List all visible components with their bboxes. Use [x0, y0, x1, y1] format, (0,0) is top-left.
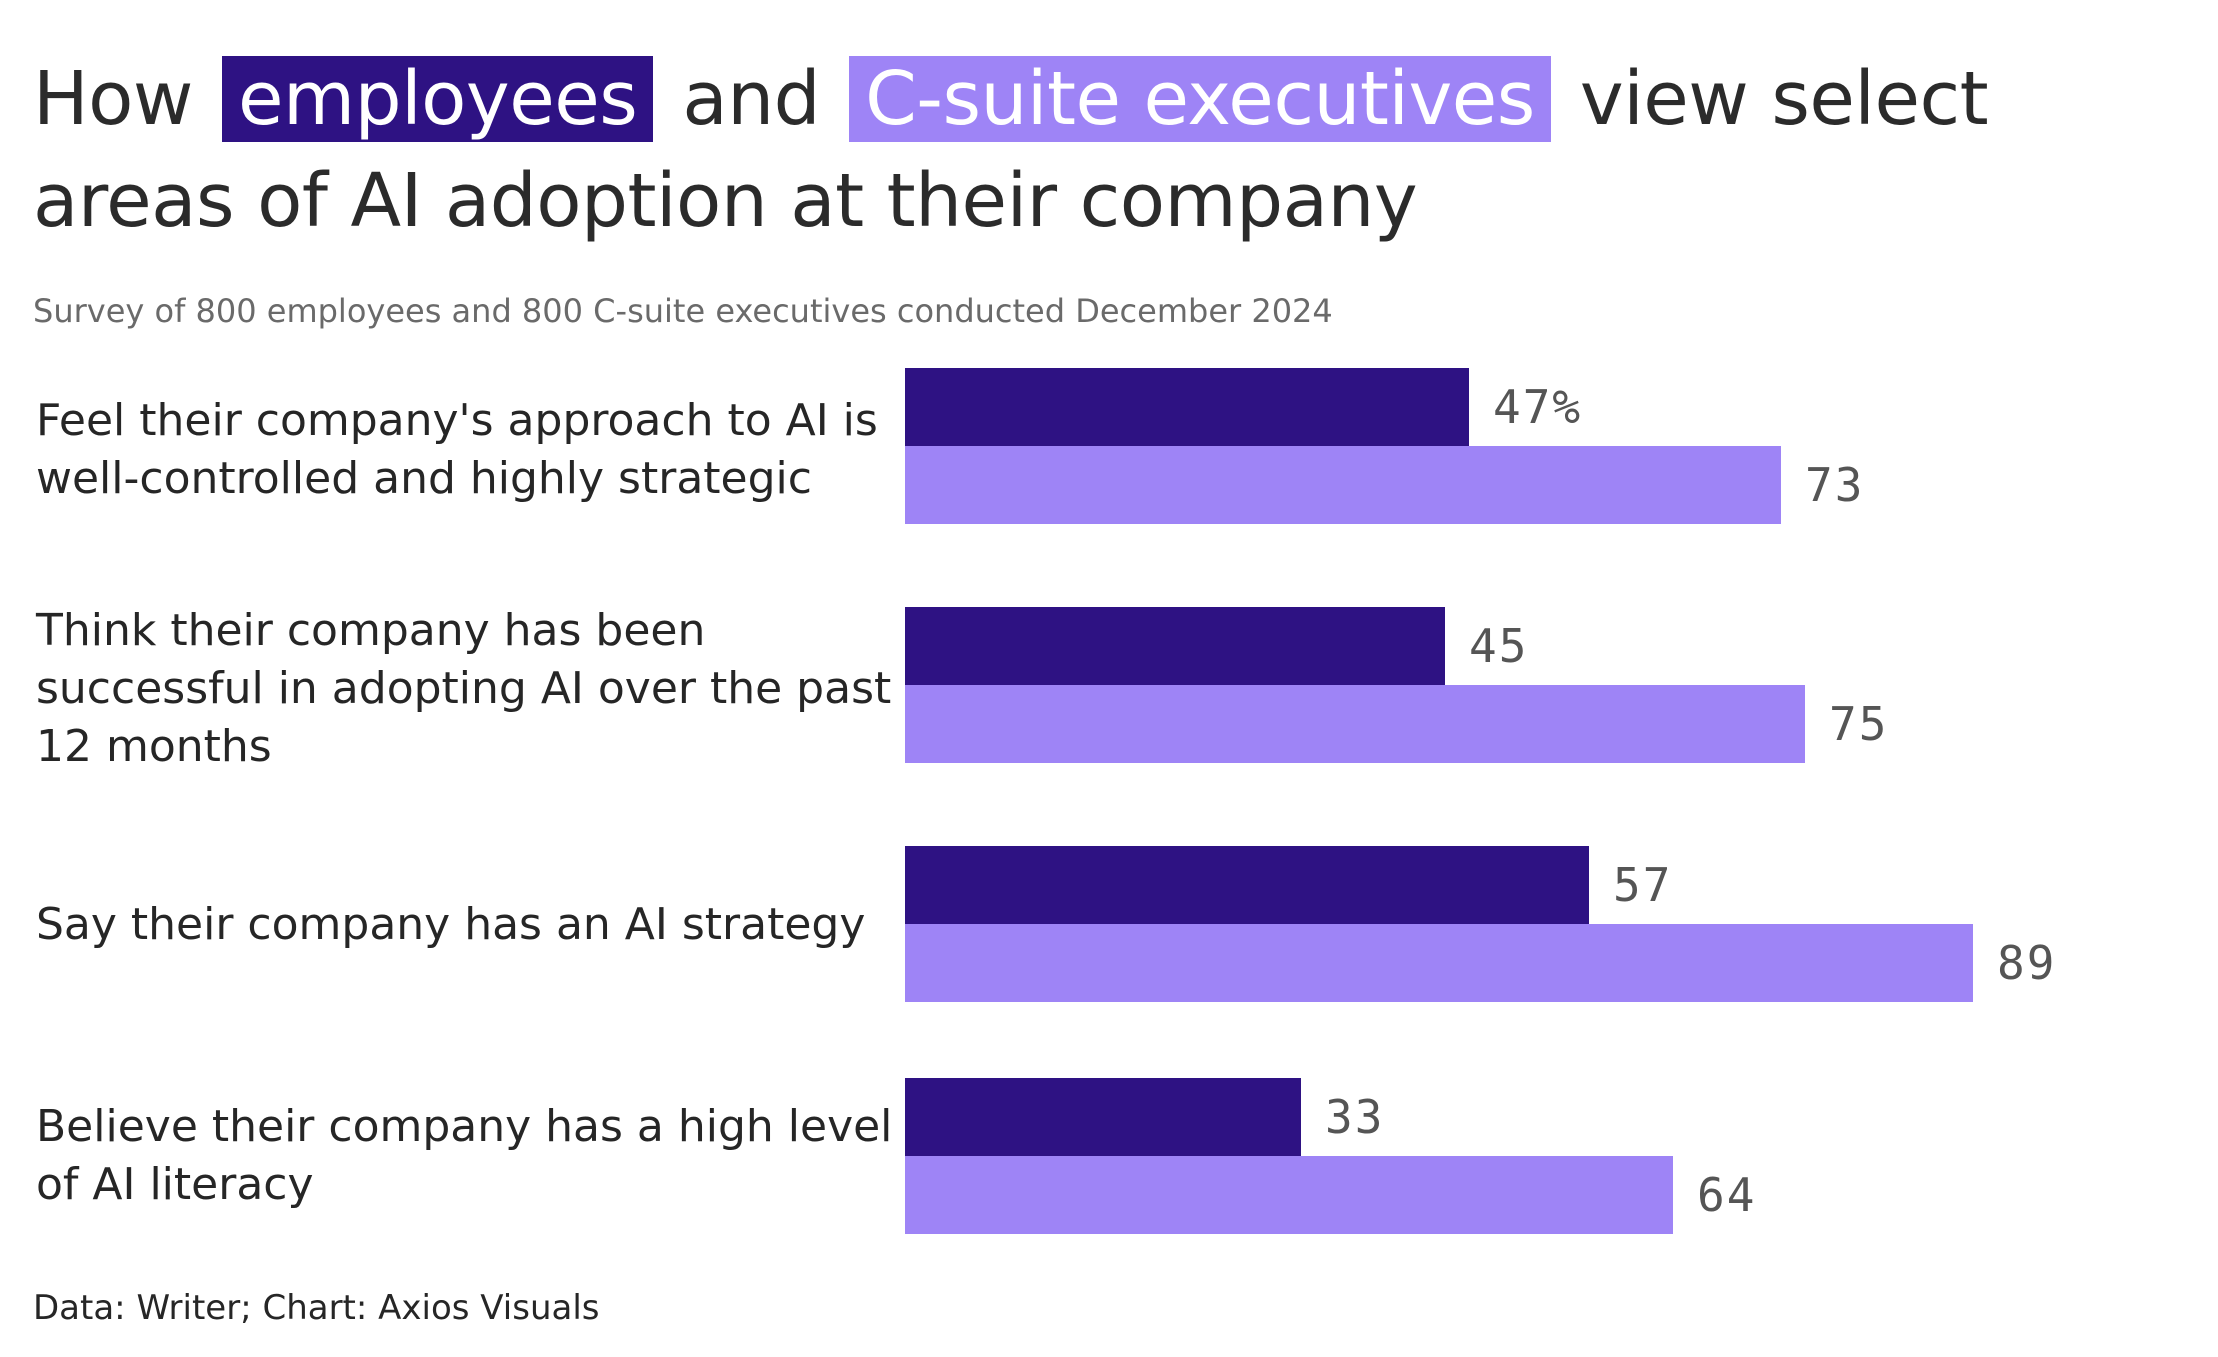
employees-value-label-1: 47% — [1493, 380, 1582, 434]
csuite-value-label-4: 64 — [1697, 1168, 1756, 1222]
employees-value-label-4: 33 — [1325, 1090, 1384, 1144]
title-prefix: How — [33, 56, 193, 142]
csuite-value-label-1: 73 — [1805, 458, 1864, 512]
category-label-3: Say their company has an AI strategy — [36, 899, 866, 950]
chart-source: Data: Writer; Chart: Axios Visuals — [33, 1288, 600, 1328]
csuite-bar-1 — [905, 446, 1781, 524]
employees-value-label-2: 45 — [1469, 619, 1528, 673]
csuite-bar-3 — [905, 924, 1973, 1002]
employees-value-label-3: 57 — [1613, 858, 1672, 912]
title-connector: and — [682, 56, 821, 142]
chart-title: How employees and C-suite executives vie… — [33, 48, 2183, 252]
category-label-2: Think their company has been successful … — [36, 605, 892, 772]
employees-bar-3 — [905, 846, 1589, 924]
title-employees-highlight: employees — [221, 56, 654, 142]
csuite-value-label-2: 75 — [1829, 697, 1888, 751]
chart-subtitle: Survey of 800 employees and 800 C-suite … — [33, 292, 1333, 330]
employees-bar-1 — [905, 368, 1469, 446]
employees-bar-2 — [905, 607, 1445, 685]
category-label-4: Believe their company has a high level o… — [36, 1101, 893, 1210]
title-csuite-highlight: C-suite executives — [849, 56, 1551, 142]
csuite-bar-2 — [905, 685, 1805, 763]
employees-bar-4 — [905, 1078, 1301, 1156]
category-label-1: Feel their company's approach to AI is w… — [36, 395, 878, 504]
csuite-bar-4 — [905, 1156, 1673, 1234]
title-suffix: view select areas of AI adoption at thei… — [33, 56, 1989, 244]
csuite-value-label-3: 89 — [1997, 936, 2056, 990]
